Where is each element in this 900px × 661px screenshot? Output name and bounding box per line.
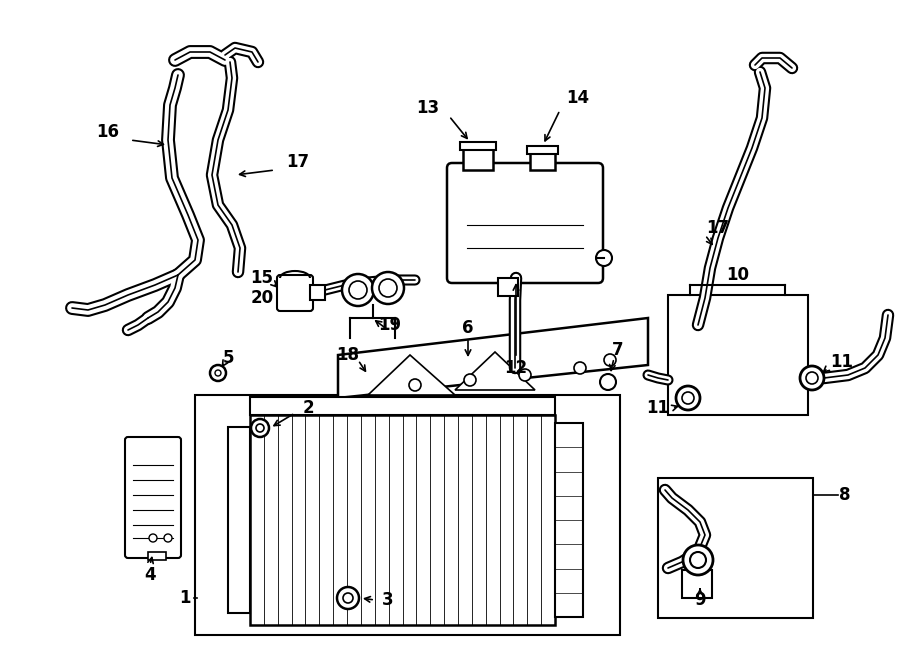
Bar — [555, 423, 583, 617]
Polygon shape — [368, 355, 455, 395]
Bar — [668, 295, 808, 415]
Circle shape — [676, 386, 700, 410]
Bar — [530, 152, 555, 170]
Text: 8: 8 — [839, 486, 850, 504]
Circle shape — [800, 366, 824, 390]
Bar — [527, 146, 558, 154]
Circle shape — [806, 372, 818, 384]
Bar — [463, 148, 493, 170]
Bar — [310, 285, 325, 300]
Text: 16: 16 — [96, 123, 120, 141]
Text: 3: 3 — [382, 591, 394, 609]
Text: 19: 19 — [378, 316, 401, 334]
Text: 2: 2 — [302, 399, 314, 417]
Text: 15: 15 — [250, 269, 274, 287]
Circle shape — [343, 593, 353, 603]
Circle shape — [409, 379, 421, 391]
Circle shape — [256, 424, 264, 432]
Circle shape — [342, 274, 374, 306]
Circle shape — [574, 362, 586, 374]
Bar — [250, 415, 555, 625]
Circle shape — [682, 392, 694, 404]
Bar — [682, 570, 712, 598]
Text: 20: 20 — [250, 289, 274, 307]
Circle shape — [210, 365, 226, 381]
Circle shape — [337, 587, 359, 609]
Text: 18: 18 — [337, 346, 359, 364]
FancyBboxPatch shape — [447, 163, 603, 283]
Circle shape — [604, 354, 616, 366]
Bar — [658, 478, 813, 618]
Circle shape — [372, 272, 404, 304]
Bar — [498, 278, 518, 296]
Circle shape — [164, 534, 172, 542]
Text: 13: 13 — [417, 99, 439, 117]
FancyBboxPatch shape — [277, 275, 313, 311]
FancyBboxPatch shape — [125, 437, 181, 558]
Text: 9: 9 — [694, 591, 706, 609]
Circle shape — [600, 374, 616, 390]
Circle shape — [596, 250, 612, 266]
Text: 11: 11 — [646, 399, 670, 417]
Text: 1: 1 — [179, 589, 191, 607]
Text: 11: 11 — [831, 353, 853, 371]
Text: 17: 17 — [706, 219, 730, 237]
Bar — [250, 397, 555, 415]
Text: 12: 12 — [504, 359, 527, 377]
Text: 14: 14 — [566, 89, 590, 107]
Circle shape — [215, 370, 221, 376]
Polygon shape — [338, 318, 648, 398]
Circle shape — [349, 281, 367, 299]
Text: 7: 7 — [612, 341, 624, 359]
Circle shape — [251, 419, 269, 437]
Circle shape — [519, 369, 531, 381]
Circle shape — [690, 552, 706, 568]
Circle shape — [149, 534, 157, 542]
Bar — [148, 552, 166, 560]
Circle shape — [683, 545, 713, 575]
Text: 6: 6 — [463, 319, 473, 337]
Text: 5: 5 — [222, 349, 234, 367]
Text: 10: 10 — [726, 266, 750, 284]
Bar — [460, 142, 496, 150]
Circle shape — [464, 374, 476, 386]
Circle shape — [379, 279, 397, 297]
Text: 17: 17 — [286, 153, 310, 171]
Bar — [195, 395, 620, 635]
Text: 4: 4 — [144, 566, 156, 584]
Polygon shape — [455, 352, 535, 390]
Bar — [228, 427, 250, 613]
